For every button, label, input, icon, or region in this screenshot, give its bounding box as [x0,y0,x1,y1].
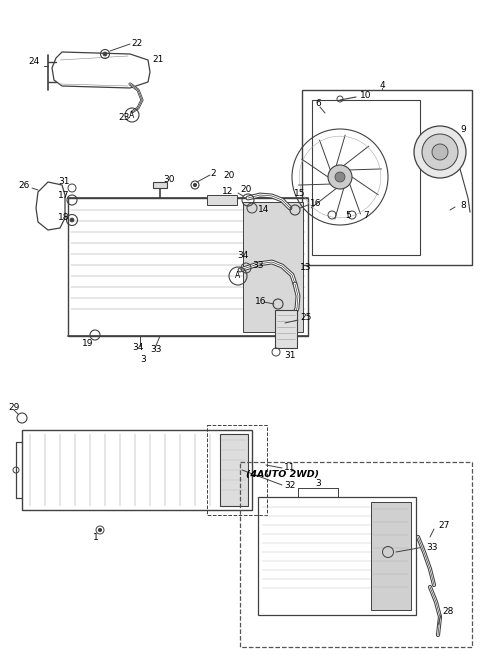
Text: 8: 8 [460,201,466,211]
Bar [243,202,303,332]
Text: 13: 13 [300,264,312,272]
Text: 25: 25 [300,314,312,323]
Text: 31: 31 [284,350,296,359]
Circle shape [103,52,107,56]
Text: 34: 34 [132,342,144,352]
Text: 9: 9 [460,125,466,134]
Text: 27: 27 [438,520,449,529]
Text: 33: 33 [150,344,161,354]
Text: 10: 10 [360,91,372,100]
Bar [22,430,252,510]
Text: 30: 30 [163,176,175,184]
Circle shape [422,134,458,170]
Bar [207,425,267,515]
Text: 7: 7 [363,211,369,220]
Text: A: A [130,110,134,119]
Bar [240,462,472,647]
Text: 4: 4 [379,81,385,89]
Bar [312,100,420,255]
Text: 22: 22 [131,39,142,47]
Text: 11: 11 [284,464,296,472]
Text: 16: 16 [310,199,322,209]
Bar [153,182,167,188]
Text: 32: 32 [284,480,295,489]
Text: 29: 29 [8,403,19,411]
Circle shape [432,144,448,160]
Text: 23: 23 [118,113,130,123]
Text: 16: 16 [255,298,266,306]
Text: 12: 12 [222,186,234,195]
Bar [371,502,411,610]
Circle shape [335,172,345,182]
Text: 20: 20 [223,171,234,180]
Circle shape [70,218,74,222]
Bar [68,198,308,336]
Text: 14: 14 [258,205,269,215]
Text: 33: 33 [426,543,437,552]
Bar [207,195,237,205]
Text: 15: 15 [294,188,305,197]
Circle shape [414,126,466,178]
Text: 17: 17 [58,192,70,201]
Text: 21: 21 [152,56,163,64]
Bar [275,310,297,348]
Text: 18: 18 [58,213,70,222]
Text: 19: 19 [82,338,94,348]
Circle shape [98,529,101,531]
Text: 26: 26 [18,182,29,190]
Text: 1: 1 [93,533,99,541]
Text: 3: 3 [140,356,146,365]
Text: 33: 33 [252,260,264,270]
Circle shape [328,165,352,189]
Bar [302,90,472,265]
Bar [258,497,416,615]
Text: 20: 20 [240,186,252,194]
Text: (4AUTO 2WD): (4AUTO 2WD) [246,470,319,478]
Text: 2: 2 [210,169,216,178]
Bar [220,434,248,506]
Text: 3: 3 [315,480,321,489]
Circle shape [193,184,196,186]
Text: 24: 24 [28,58,39,66]
Text: 5: 5 [345,211,351,220]
Text: 28: 28 [442,607,454,617]
Text: A: A [235,272,240,281]
Text: 6: 6 [315,98,321,108]
Text: 31: 31 [58,176,70,186]
Text: 34: 34 [237,251,248,260]
